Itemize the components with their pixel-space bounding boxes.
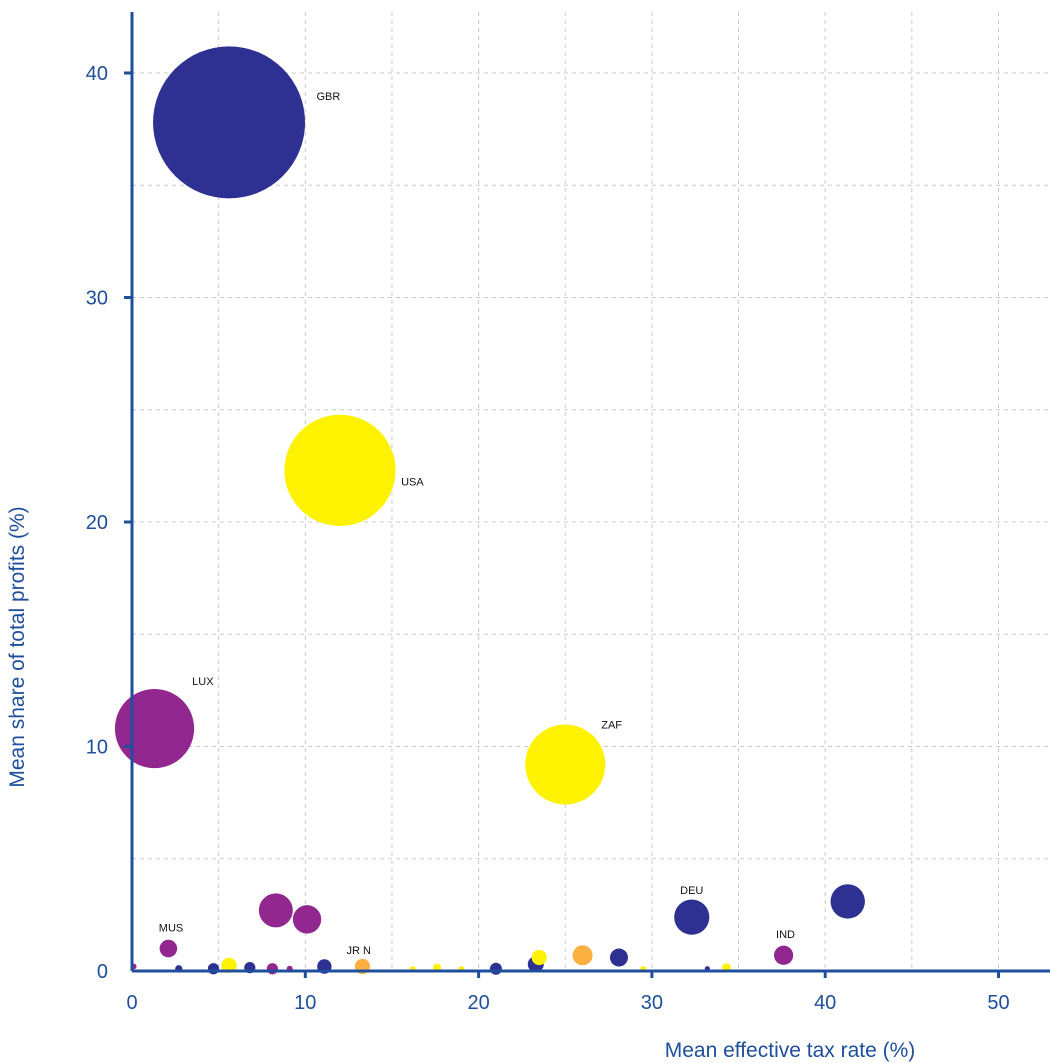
bubble-lux (114, 688, 195, 769)
bubble-label-mus: MUS (159, 922, 183, 934)
x-axis-title: Mean effective tax rate (%) (665, 1039, 916, 1062)
x-tick-label: 20 (467, 992, 489, 1014)
bubble-labels: GBR USA LUX ZAF DEU IND MUS JR N (159, 91, 795, 957)
bubble-label-zaf: ZAF (601, 719, 622, 731)
x-tick-label: 50 (987, 992, 1009, 1014)
bubble-point-12 (572, 945, 593, 966)
y-tick-label: 30 (86, 288, 108, 310)
bubbles (114, 46, 865, 975)
y-tick-label: 40 (86, 63, 108, 85)
x-tick-label: 0 (126, 992, 137, 1014)
bubble-label-lux: LUX (192, 676, 214, 688)
bubble-label-usa: USA (401, 476, 424, 488)
bubble-mus (159, 939, 178, 958)
bubble-point-20 (266, 963, 278, 975)
bubble-usa (284, 414, 396, 526)
bubble-point-13 (609, 948, 628, 967)
y-axis-title: Mean share of total profits (%) (6, 506, 29, 787)
axes (124, 12, 1050, 978)
bubble-point-18 (207, 963, 220, 975)
x-tick-label: 30 (641, 992, 663, 1014)
x-tick-label: 40 (814, 992, 836, 1014)
bubble-point-17 (221, 957, 237, 973)
bubble-gbr (153, 46, 306, 199)
bubble-label-deu: DEU (680, 885, 703, 897)
bubble-label-gbr: GBR (316, 91, 340, 103)
bubble-deu (674, 899, 710, 935)
bubble-point-5 (830, 884, 865, 919)
bubble-point-11 (531, 949, 547, 966)
bubble-point-15 (489, 962, 502, 975)
bubble-zaf (525, 724, 606, 805)
y-tick-label: 20 (86, 512, 108, 534)
bubble-point-9 (292, 905, 322, 934)
tick-labels: 0 10 20 30 40 0 10 20 30 40 50 (86, 63, 1010, 1014)
y-tick-label: 0 (97, 961, 108, 983)
bubble-point-8 (258, 893, 293, 928)
bubble-label-ind: IND (776, 929, 795, 941)
bubble-ind (774, 945, 794, 965)
bubble-label-jr-n: JR N (346, 945, 371, 957)
x-tick-label: 10 (294, 992, 316, 1014)
y-tick-label: 10 (86, 737, 108, 759)
